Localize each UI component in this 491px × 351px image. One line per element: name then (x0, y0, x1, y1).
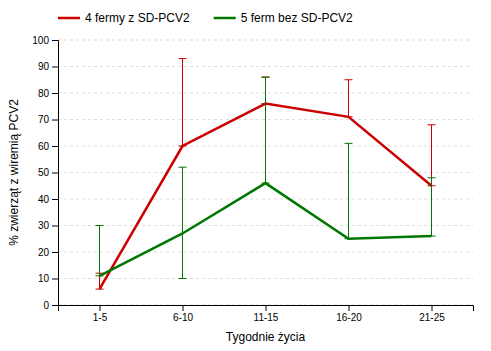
series-line (100, 183, 432, 276)
legend-label: 5 ferm bez SD-PCV2 (241, 11, 353, 25)
x-axis: 1-5 6-10 11-15 16-20 21-25 (59, 305, 474, 323)
y-tick-mark (52, 279, 58, 280)
series (96, 59, 436, 290)
y-tick: 100 (32, 35, 58, 46)
legend-swatch (58, 17, 80, 20)
y-tick-label: 100 (32, 35, 49, 46)
y-axis-title: % zwierząt z wiremią PCV2 (7, 99, 21, 246)
marks (96, 59, 436, 290)
error-cap-lower (428, 236, 436, 237)
y-tick-label: 40 (38, 194, 50, 205)
x-tick-mark (266, 305, 267, 311)
error-bar (348, 143, 349, 238)
y-tick-label: 50 (38, 167, 50, 178)
error-cap-upper (96, 225, 104, 226)
x-tick: 16-20 (336, 305, 362, 323)
error-cap-upper (345, 79, 353, 80)
legend-swatch (214, 17, 236, 20)
y-tick-label: 60 (38, 141, 50, 152)
x-tick: 21-25 (419, 305, 445, 323)
y-tick-label: 80 (38, 88, 50, 99)
legend-item: 4 fermy z SD-PCV2 (58, 11, 190, 25)
y-tick: 10 (38, 273, 58, 284)
y-tick-label: 70 (38, 114, 50, 125)
x-axis-line (59, 306, 474, 312)
error-cap-upper (345, 143, 353, 144)
y-tick-mark (52, 120, 58, 121)
y-tick-mark (52, 146, 58, 147)
y-tick-mark (52, 40, 58, 41)
y-tick: 80 (38, 88, 58, 99)
error-bar (99, 226, 100, 276)
error-cap-upper (179, 167, 187, 168)
x-tick-mark (432, 305, 433, 311)
grid (58, 40, 473, 305)
x-tick: 1-5 (93, 305, 108, 323)
error-cap-lower (179, 278, 187, 279)
error-bar (348, 80, 349, 117)
error-cap-upper (179, 58, 187, 59)
error-cap-upper (262, 77, 270, 78)
y-tick: 60 (38, 141, 58, 152)
chart: 1-5 6-10 11-15 16-20 21-25 0 10 20 30 40 50 60 70 80 9… (0, 0, 491, 351)
x-tick: 6-10 (173, 305, 193, 323)
error-bar (265, 77, 266, 183)
y-tick: 30 (38, 220, 58, 231)
legend: 4 fermy z SD-PCV2 5 ferm bez SD-PCV2 (58, 11, 353, 25)
y-tick: 40 (38, 194, 58, 205)
y-tick: 70 (38, 114, 58, 125)
error-cap-lower (262, 183, 270, 184)
y-tick-mark (52, 93, 58, 94)
x-tick: 11-15 (254, 305, 279, 323)
y-tick: 50 (38, 167, 58, 178)
y-tick-label: 30 (38, 220, 50, 231)
y-tick-mark (52, 305, 58, 306)
y-tick-mark (52, 252, 58, 253)
legend-label: 4 fermy z SD-PCV2 (85, 11, 190, 25)
y-tick-label: 90 (38, 61, 50, 72)
y-tick: 0 (43, 300, 58, 311)
error-cap-lower (345, 116, 353, 117)
y-axis: 0 10 20 30 40 50 60 70 80 90 100 (32, 35, 58, 311)
y-tick: 20 (38, 247, 58, 258)
x-tick-label: 1-5 (93, 312, 108, 323)
x-tick-mark (183, 305, 184, 311)
legend-item: 5 ferm bez SD-PCV2 (214, 11, 353, 25)
error-cap-lower (96, 289, 104, 290)
grid-line (58, 278, 473, 279)
grid-line (58, 66, 473, 67)
error-cap-lower (96, 275, 104, 276)
x-tick-mark (100, 305, 101, 311)
grid-line (58, 199, 473, 200)
x-axis-title: Tygodnie życia (226, 330, 306, 344)
grid-line (58, 40, 473, 41)
error-cap-lower (179, 146, 187, 147)
y-tick-label: 10 (38, 273, 50, 284)
plot: 1-5 6-10 11-15 16-20 21-25 0 10 20 30 40 50 60 70 80 9… (7, 35, 474, 344)
y-tick: 90 (38, 61, 58, 72)
error-bar (431, 125, 432, 186)
y-tick-mark (52, 173, 58, 174)
x-tick-label: 21-25 (419, 312, 445, 323)
y-axis-line (52, 41, 59, 306)
error-bar (431, 178, 432, 236)
y-tick-mark (52, 67, 58, 68)
x-tick-label: 11-15 (254, 312, 279, 323)
error-cap-upper (262, 77, 270, 78)
grid-line (58, 225, 473, 226)
error-cap-upper (428, 124, 436, 125)
y-tick-label: 0 (43, 300, 49, 311)
y-tick-mark (52, 226, 58, 227)
error-cap-upper (428, 177, 436, 178)
error-bar (182, 59, 183, 146)
x-tick-mark (349, 305, 350, 311)
x-tick-label: 16-20 (336, 312, 362, 323)
x-tick-label: 6-10 (173, 312, 193, 323)
error-cap-lower (345, 238, 353, 239)
y-tick-label: 20 (38, 247, 50, 258)
error-bar (182, 167, 183, 278)
y-tick-mark (52, 199, 58, 200)
series (96, 77, 436, 278)
